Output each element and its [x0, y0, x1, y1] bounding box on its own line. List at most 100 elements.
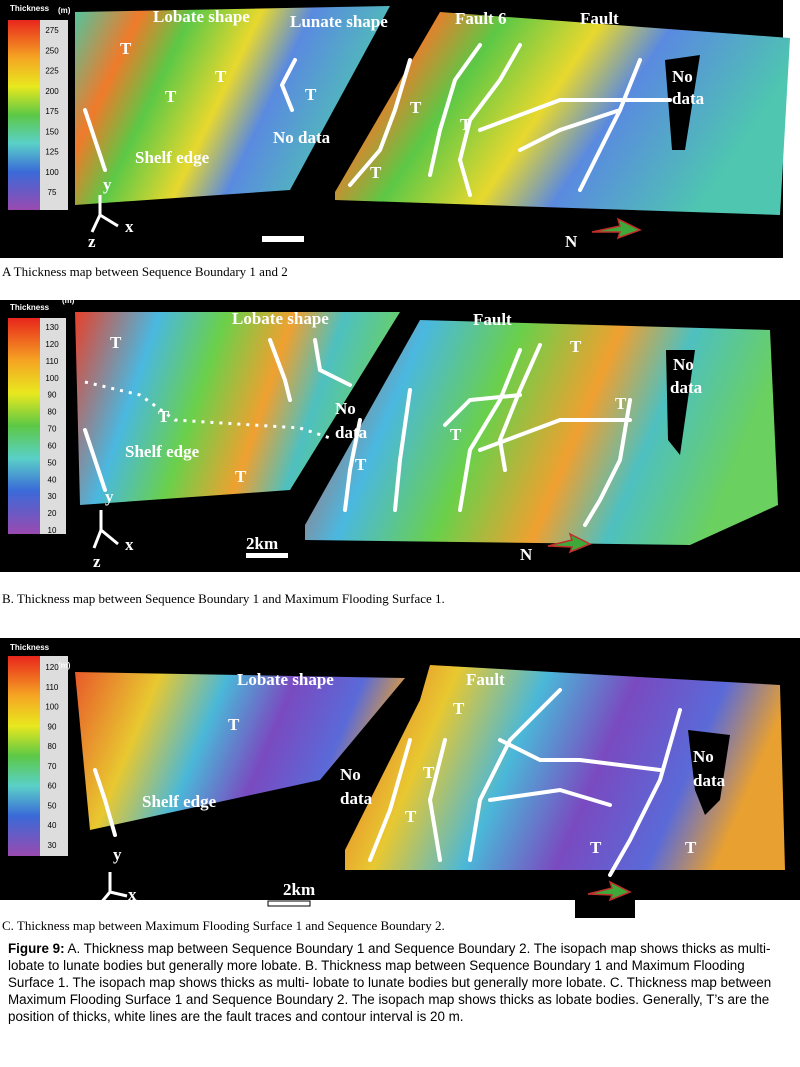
annotation: No: [335, 399, 356, 418]
colorbar-tick-label: 10: [48, 526, 57, 535]
fault-trace: [83, 428, 107, 492]
colorbar-tick-label: 100: [45, 703, 59, 712]
axis-triad: [92, 510, 119, 549]
thick-marker: T: [590, 838, 602, 857]
axis-label: y: [113, 845, 122, 864]
fault-trace: [497, 343, 542, 472]
colorbar-unit: (m): [62, 296, 75, 305]
colorbar-tick-label: 100: [45, 374, 59, 383]
axis-label: x: [128, 885, 137, 904]
figure-caption: Figure 9: A. Thickness map between Seque…: [8, 940, 794, 1025]
thick-marker: T: [120, 39, 132, 58]
fault-trace: [279, 58, 297, 112]
fault-trace: [578, 58, 642, 192]
annotation: Shelf edge: [125, 442, 200, 461]
map-block: [305, 320, 778, 545]
colorbar-tick-label: 40: [48, 821, 57, 830]
fault-trace: [518, 108, 622, 152]
thick-marker: T: [450, 425, 462, 444]
fault-trace: [393, 388, 412, 512]
thick-marker: T: [235, 467, 247, 486]
map-block: [75, 672, 405, 830]
axis-label: N: [520, 545, 533, 564]
thick-marker: T: [228, 715, 240, 734]
fault-trace: [478, 418, 632, 452]
no-data-area: [330, 690, 420, 840]
annotation: data: [340, 789, 373, 808]
colorbar-tick-label: 250: [45, 46, 59, 55]
colorbar-tick-label: 30: [48, 492, 57, 501]
annotation: Fault: [466, 670, 505, 689]
annotation: No: [693, 747, 714, 766]
annotation: Lunate shape: [290, 12, 388, 31]
thick-marker: T: [215, 67, 227, 86]
no-data-area: [665, 55, 700, 150]
fault-trace: [368, 738, 412, 862]
thick-marker: T: [453, 699, 465, 718]
colorbar-tick-label: 80: [48, 742, 57, 751]
thick-marker: T: [460, 115, 472, 134]
colorbar-tick-label: 30: [48, 841, 57, 850]
axis-label: N: [565, 232, 578, 251]
annotation: Fault 6: [455, 9, 506, 28]
no-data-area: [666, 350, 695, 455]
thick-marker: T: [355, 455, 367, 474]
colorbar-unit: (m): [58, 661, 71, 670]
colorbar-tick-label: 90: [48, 391, 57, 400]
colorbar-tick-label: 275: [45, 26, 59, 35]
colorbar-unit: (m): [58, 6, 71, 15]
annotation: data: [335, 423, 368, 442]
panel-b: [0, 300, 800, 572]
fault-trace: [457, 43, 522, 197]
north-arrow: [591, 217, 642, 240]
figure-caption-text: A. Thickness map between Sequence Bounda…: [8, 941, 772, 1024]
annotation: Shelf edge: [135, 148, 210, 167]
panel-c: [0, 638, 800, 918]
axis-label: y: [103, 175, 112, 194]
fault-trace: [608, 708, 682, 877]
panel-caption: C. Thickness map between Maximum Floodin…: [2, 918, 445, 933]
axis-label: z: [88, 232, 96, 251]
colorbar-tick-label: 100: [45, 168, 59, 177]
axis-label: y: [105, 487, 114, 506]
north-arrow: [587, 880, 632, 902]
thick-marker: T: [110, 333, 122, 352]
annotation: data: [693, 771, 726, 790]
axis-label: z: [93, 552, 101, 571]
fault-trace: [428, 43, 482, 177]
fault-trace: [458, 348, 522, 512]
thick-marker: T: [410, 98, 422, 117]
panel-caption: A Thickness map between Sequence Boundar…: [2, 264, 288, 279]
fault-trace: [83, 108, 107, 172]
axis-label: N: [560, 899, 573, 918]
annotation: Lobate shape: [237, 670, 334, 689]
north-arrow: [547, 532, 592, 554]
colorbar-labels-bg: [40, 318, 66, 534]
colorbar: [8, 656, 40, 856]
colorbar-tick-label: 40: [48, 475, 57, 484]
annotation: Fault: [473, 310, 512, 329]
fault-trace: [348, 58, 412, 187]
colorbar: [8, 318, 40, 534]
colorbar-title: Thickness: [10, 303, 50, 312]
scale-bar: [267, 900, 311, 907]
thick-marker: T: [423, 763, 435, 782]
annotation: Lobate shape: [153, 7, 250, 26]
colorbar-tick-label: 60: [48, 782, 57, 791]
colorbar-tick-label: 60: [48, 441, 57, 450]
scale-label: 2km: [283, 880, 315, 899]
scale-label: 2km: [246, 534, 278, 553]
colorbar-tick-label: 125: [45, 148, 59, 157]
colorbar-tick-label: 130: [45, 323, 59, 332]
map-block: [345, 665, 785, 870]
scale-bar: [246, 553, 288, 558]
colorbar-tick-label: 20: [48, 509, 57, 518]
thick-marker: T: [615, 394, 627, 413]
north-box: [575, 900, 635, 918]
annotation: No: [672, 67, 693, 86]
colorbar-labels-bg: [40, 656, 68, 856]
axis-label: x: [125, 535, 134, 554]
colorbar-title: Thickness: [10, 643, 50, 652]
colorbar-title: Thickness: [10, 4, 50, 13]
annotation: Fault: [580, 9, 619, 28]
